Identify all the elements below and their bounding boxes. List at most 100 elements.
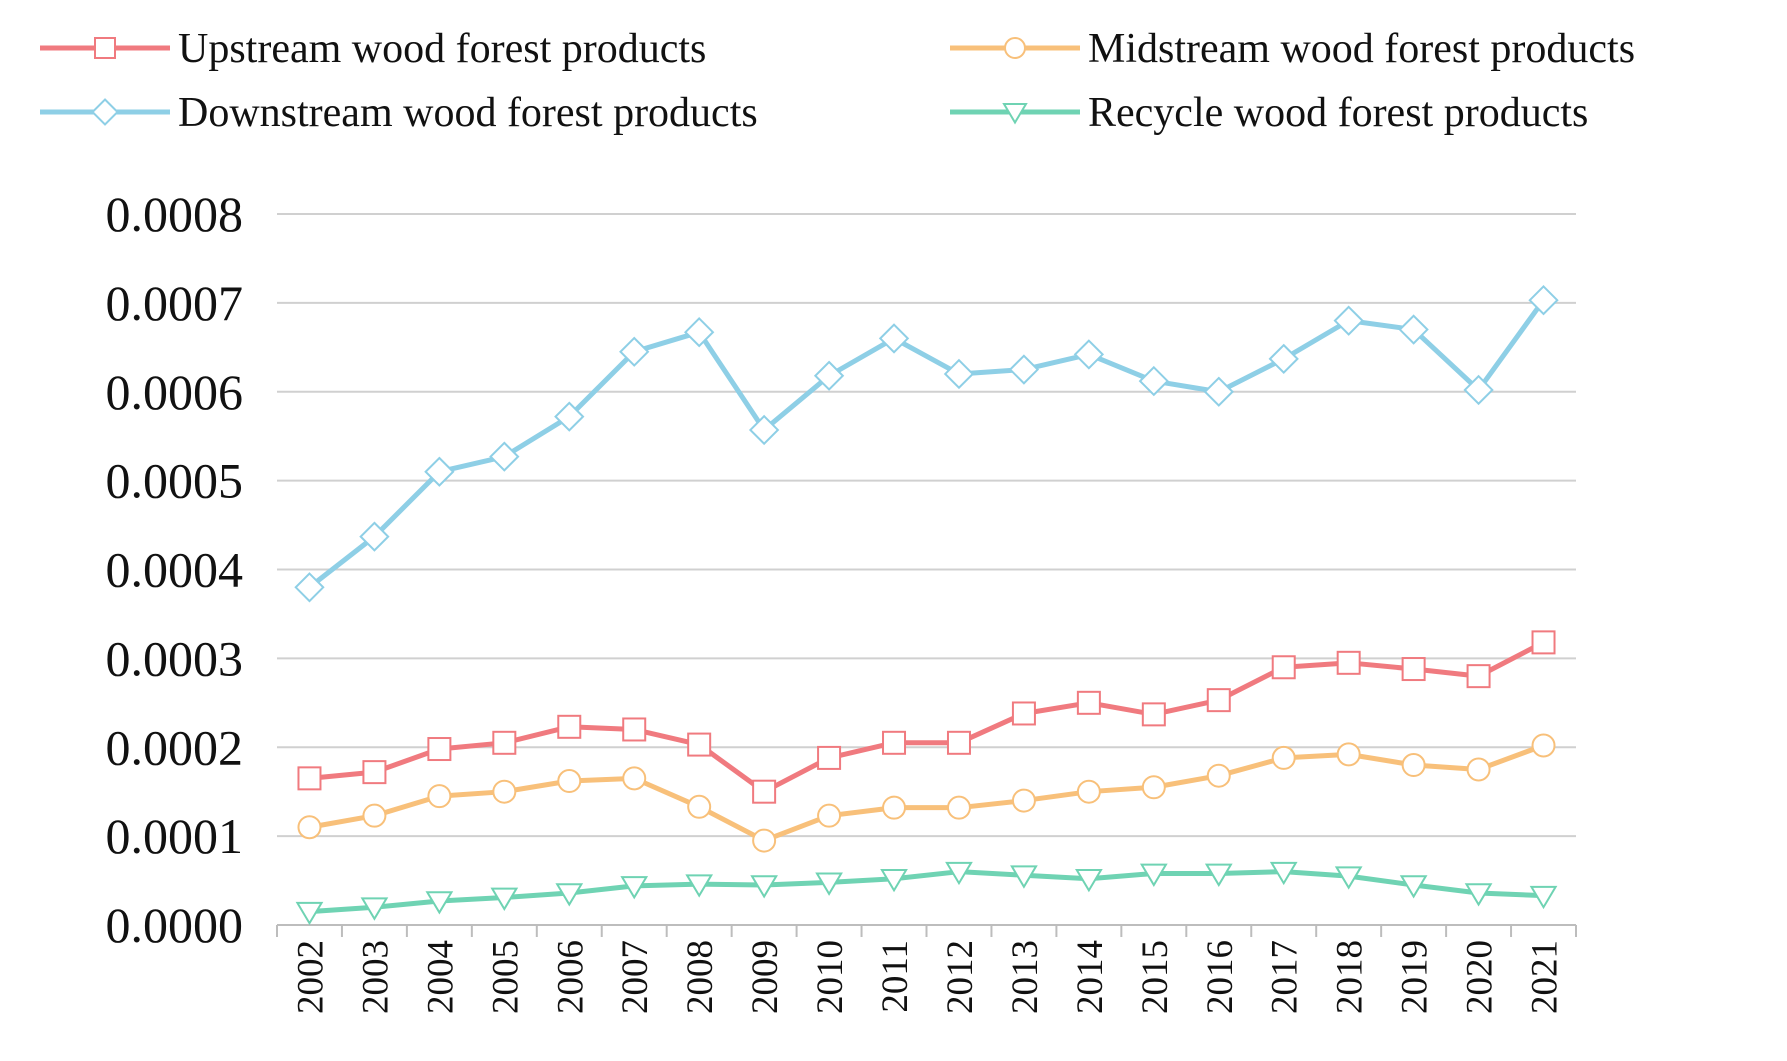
- recycle-point: [620, 876, 649, 900]
- upstream-point: [1206, 688, 1231, 713]
- upstream-point: [752, 779, 777, 804]
- recycle-point: [880, 868, 908, 893]
- legend-label: Downstream wood forest products: [178, 90, 758, 136]
- downstream-point: [1268, 343, 1299, 375]
- gridlines: [277, 213, 1576, 838]
- x-tick-label: 2017: [1265, 940, 1306, 1014]
- upstream-point: [557, 714, 582, 739]
- midstream-series: [297, 733, 1556, 853]
- midstream-point: [817, 803, 842, 828]
- midstream-point: [1466, 757, 1491, 782]
- downstream-line: [307, 298, 1546, 590]
- upstream-point: [687, 732, 712, 757]
- recycle-point: [685, 874, 714, 898]
- downstream-point: [554, 401, 585, 432]
- downstream-point: [748, 414, 780, 446]
- legend-label: Recycle wood forest products: [1088, 90, 1588, 136]
- y-tick-label: 0.0001: [106, 808, 244, 864]
- x-tick-label: 2011: [875, 940, 916, 1013]
- series-layer: [294, 285, 1559, 926]
- legend: Upstream wood forest products Midstream w…: [40, 26, 1635, 136]
- upstream-point: [362, 760, 387, 785]
- x-tick-label: 2016: [1200, 940, 1241, 1014]
- recycle-point: [1204, 863, 1233, 887]
- x-tick-label: 2006: [550, 940, 591, 1014]
- recycle-point: [1464, 883, 1493, 907]
- recycle-point: [555, 883, 584, 907]
- upstream-point: [622, 717, 647, 742]
- recycle-point: [1139, 863, 1168, 887]
- x-tick-label: 2008: [680, 940, 721, 1014]
- upstream-point: [1401, 657, 1426, 682]
- legend-item-downstream: Downstream wood forest products: [40, 90, 758, 136]
- downstream-point: [619, 336, 650, 367]
- x-tick-label: 2018: [1330, 940, 1371, 1014]
- downstream-point: [1528, 285, 1559, 316]
- upstream-point: [1011, 701, 1036, 726]
- downstream-point: [294, 572, 325, 603]
- x-tick-label: 2019: [1395, 940, 1436, 1014]
- upstream-point: [882, 730, 907, 755]
- x-tick-label: 2014: [1070, 940, 1111, 1014]
- upstream-point: [1076, 690, 1101, 715]
- upstream-series: [297, 630, 1556, 804]
- y-tick-label: 0.0004: [106, 542, 244, 598]
- legend-item-recycle: Recycle wood forest products: [950, 90, 1588, 136]
- legend-marker: [94, 37, 116, 59]
- y-tick-label: 0.0007: [106, 275, 244, 331]
- midstream-point: [882, 795, 907, 820]
- y-tick-label: 0.0002: [106, 719, 244, 775]
- downstream-point: [878, 323, 910, 354]
- recycle-series: [295, 861, 1558, 926]
- midstream-point: [1141, 775, 1166, 800]
- recycle-point: [945, 861, 973, 886]
- x-tick-label: 2004: [420, 940, 461, 1014]
- downstream-point: [813, 360, 845, 391]
- midstream-point: [492, 779, 517, 804]
- recycle-point: [1010, 865, 1038, 889]
- downstream-point: [684, 317, 715, 348]
- midstream-point: [1531, 733, 1556, 758]
- recycle-point: [1529, 885, 1558, 910]
- x-tick-label: 2007: [615, 940, 656, 1014]
- downstream-point: [1138, 365, 1169, 397]
- x-tick-label: 2003: [355, 940, 396, 1014]
- downstream-point: [1398, 314, 1429, 345]
- x-tick-label: 2009: [745, 940, 786, 1014]
- recycle-point: [1334, 866, 1363, 890]
- x-tick-label: 2020: [1460, 940, 1501, 1014]
- downstream-point: [1008, 354, 1040, 385]
- midstream-point: [427, 784, 452, 809]
- midstream-point: [297, 815, 322, 840]
- downstream-series: [294, 285, 1559, 603]
- recycle-point: [295, 901, 324, 926]
- midstream-point: [687, 794, 712, 819]
- legend-item-upstream: Upstream wood forest products: [40, 26, 706, 72]
- downstream-point: [1333, 305, 1364, 336]
- upstream-point: [1336, 650, 1361, 675]
- midstream-point: [946, 795, 971, 820]
- upstream-point: [1531, 630, 1556, 655]
- midstream-point: [1401, 753, 1426, 778]
- y-tick-label: 0.0005: [106, 453, 244, 509]
- y-tick-label: 0.0006: [106, 364, 244, 420]
- y-tick-label: 0.0000: [106, 897, 244, 953]
- upstream-point: [492, 730, 517, 755]
- downstream-point: [424, 456, 455, 487]
- legend-marker: [1002, 103, 1028, 125]
- midstream-point: [622, 766, 647, 791]
- legend-label: Midstream wood forest products: [1088, 26, 1635, 72]
- y-tick-label: 0.0008: [106, 186, 244, 242]
- recycle-point: [1399, 875, 1428, 899]
- legend-item-midstream: Midstream wood forest products: [950, 26, 1635, 72]
- x-tick-label: 2012: [940, 940, 981, 1014]
- upstream-point: [1466, 664, 1491, 689]
- midstream-point: [1271, 745, 1296, 770]
- midstream-point: [1011, 788, 1036, 813]
- midstream-point: [1336, 742, 1361, 767]
- x-axis: 2002 2003 2004 2005 2006 2007 2008 2009 2010 2011…: [276, 924, 1577, 1014]
- midstream-point: [1076, 779, 1101, 804]
- y-tick-label: 0.0003: [106, 630, 244, 686]
- downstream-point: [1073, 339, 1105, 370]
